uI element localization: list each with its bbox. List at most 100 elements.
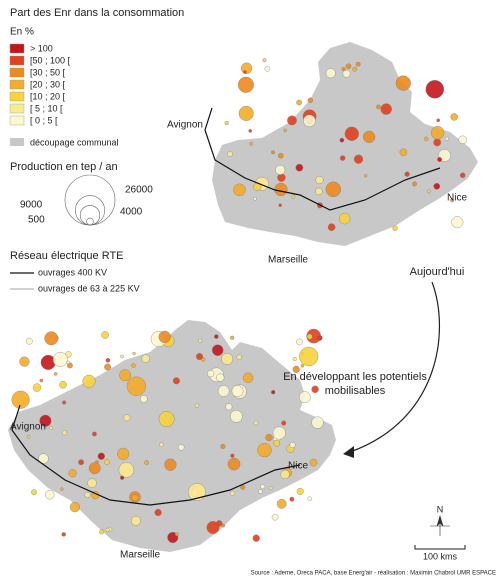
commune-circle	[436, 118, 441, 123]
commune-circle	[363, 130, 376, 144]
size-label: 500	[28, 215, 45, 226]
class-swatch	[9, 67, 25, 78]
commune-circle	[172, 377, 180, 385]
commune-circle	[11, 390, 30, 409]
commune-circle	[60, 487, 64, 491]
commune-circle	[299, 346, 319, 367]
commune-circle	[258, 489, 263, 494]
commune-circle	[61, 430, 68, 436]
commune-circle	[364, 173, 368, 178]
city-label: Nice	[288, 461, 308, 472]
commune-circle	[300, 364, 304, 368]
commune-circle	[392, 225, 398, 232]
commune-circle	[298, 391, 311, 404]
commune-circle	[216, 373, 225, 382]
commune-circle	[274, 182, 288, 197]
commune-circle	[242, 372, 254, 383]
commune-circle	[249, 141, 253, 146]
city-label: Marseille	[268, 255, 308, 266]
commune-circle	[399, 148, 408, 157]
commune-circle	[257, 442, 272, 458]
commune-circle	[291, 194, 296, 199]
commune-circle	[458, 135, 467, 145]
commune-circle	[307, 496, 313, 502]
commune-circle	[87, 478, 97, 488]
size-label: 9000	[20, 200, 43, 211]
commune-circle	[195, 353, 203, 361]
commune-circle	[233, 183, 246, 197]
commune-circle	[88, 462, 101, 475]
commune-circle	[339, 137, 345, 143]
network-item: ouvrages de 63 à 225 KV	[38, 283, 140, 293]
class-swatch	[9, 43, 25, 54]
commune-circle	[306, 328, 322, 344]
commune-circle	[131, 494, 139, 502]
commune-circle	[296, 338, 303, 346]
scale-bar	[414, 545, 466, 550]
north-label: N	[437, 504, 444, 514]
commune-circle	[220, 443, 226, 449]
class-label: [10 ; 20 [	[30, 91, 66, 101]
commune-circle	[117, 447, 130, 461]
commune-circle	[231, 385, 244, 397]
commune-circle	[236, 354, 242, 360]
commune-circle	[271, 513, 279, 521]
commune-circle	[39, 414, 52, 427]
class-label: [20 ; 30 [	[30, 79, 66, 89]
commune-circle	[275, 164, 286, 175]
commune-circle	[45, 490, 55, 500]
commune-circle	[207, 370, 215, 378]
commune-circle	[325, 181, 341, 198]
commune-circle	[292, 356, 297, 362]
commune-circle	[224, 120, 229, 126]
commune-circle	[240, 484, 246, 490]
network-title: Réseau électrique RTE	[10, 250, 124, 262]
commune-circle	[342, 69, 351, 78]
commune-circle	[105, 527, 110, 532]
commune-circle	[430, 125, 445, 140]
commune-circle	[281, 420, 287, 426]
commune-circle	[53, 372, 58, 376]
commune-circle	[126, 376, 146, 396]
commune-circle	[82, 374, 96, 388]
commune-circle	[341, 67, 346, 72]
commune-circle	[31, 489, 37, 496]
commune-circle	[105, 357, 111, 363]
class-swatch	[9, 103, 25, 114]
commune-circle	[159, 442, 164, 448]
production-title: Production en tep / an	[10, 161, 118, 173]
commune-circle	[253, 420, 259, 426]
commune-circle	[271, 150, 275, 155]
commune-circle	[287, 115, 297, 126]
commune-circle	[289, 496, 295, 502]
commune-circle	[437, 157, 442, 162]
commune-circle	[262, 58, 267, 63]
commune-circle	[327, 223, 336, 231]
commune-circle	[339, 212, 351, 225]
class-label: [50 ; 100 [	[30, 55, 71, 65]
map-caption: Aujourd'hui	[410, 266, 465, 278]
commune-circle	[238, 105, 254, 121]
commune-circle	[139, 395, 148, 403]
commune-circle	[272, 426, 286, 440]
commune-circle	[353, 154, 364, 164]
line-400kv	[11, 404, 301, 506]
commune-circle	[67, 362, 73, 369]
scale-label: 100 kms	[423, 551, 458, 561]
commune-circle	[174, 532, 179, 537]
commune-circle	[433, 182, 441, 190]
commune-circle	[52, 352, 68, 368]
commune-circle	[340, 155, 346, 161]
commune-circle	[130, 515, 141, 526]
size-circle	[79, 205, 101, 226]
commune-circle	[268, 486, 273, 491]
commune-circle	[69, 502, 81, 513]
city-label: Nice	[447, 193, 467, 204]
size-label: 26000	[125, 185, 153, 196]
commune-circle	[271, 390, 276, 395]
commune-circle	[444, 136, 449, 141]
commune-circle	[44, 331, 59, 346]
commune-circle	[229, 409, 243, 423]
commune-circle	[404, 171, 410, 177]
